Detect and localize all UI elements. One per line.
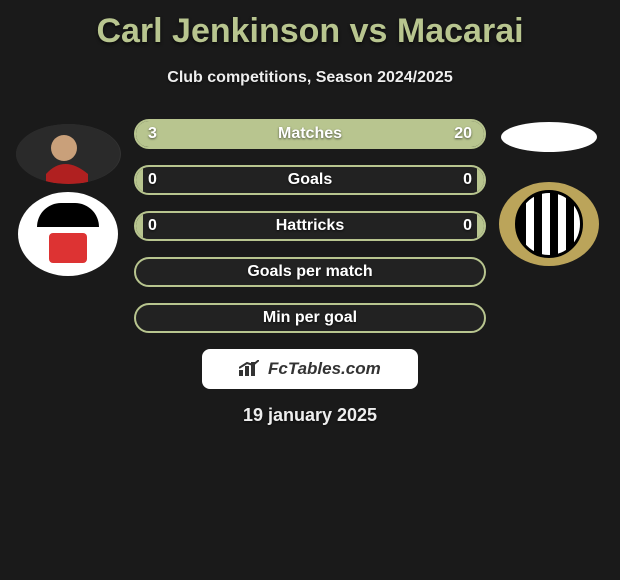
page-title: Carl Jenkinson vs Macarai bbox=[0, 0, 620, 51]
stat-value-right: 20 bbox=[454, 121, 472, 147]
stat-row-goals-per-match: Goals per match bbox=[134, 257, 486, 287]
player-right-photo bbox=[501, 122, 597, 152]
player-right-group bbox=[494, 122, 604, 266]
stat-label: Goals per match bbox=[136, 259, 484, 285]
stat-row-hattricks: 0 Hattricks 0 bbox=[134, 211, 486, 241]
stat-row-min-per-goal: Min per goal bbox=[134, 303, 486, 333]
stats-area: 3 Matches 20 0 Goals 0 0 Hattricks 0 Goa… bbox=[134, 119, 486, 333]
bromley-crest-icon bbox=[29, 195, 107, 273]
stat-value-right: 0 bbox=[463, 213, 472, 239]
watermark-text: FcTables.com bbox=[268, 359, 381, 378]
player-left-photo bbox=[16, 124, 121, 184]
stat-label: Goals bbox=[136, 167, 484, 193]
watermark: FcTables.com bbox=[202, 349, 418, 389]
chart-icon bbox=[239, 359, 264, 378]
notts-county-crest-icon bbox=[515, 190, 583, 258]
stat-label: Matches bbox=[136, 121, 484, 147]
player-left-group bbox=[8, 124, 128, 276]
club-left-crest bbox=[18, 192, 118, 276]
stat-label: Hattricks bbox=[136, 213, 484, 239]
stat-value-right: 0 bbox=[463, 167, 472, 193]
player-photo-placeholder-icon bbox=[16, 124, 121, 184]
stat-row-matches: 3 Matches 20 bbox=[134, 119, 486, 149]
page-subtitle: Club competitions, Season 2024/2025 bbox=[0, 69, 620, 87]
stat-row-goals: 0 Goals 0 bbox=[134, 165, 486, 195]
stat-label: Min per goal bbox=[136, 305, 484, 331]
club-right-crest bbox=[499, 182, 599, 266]
date-text: 19 january 2025 bbox=[0, 405, 620, 426]
